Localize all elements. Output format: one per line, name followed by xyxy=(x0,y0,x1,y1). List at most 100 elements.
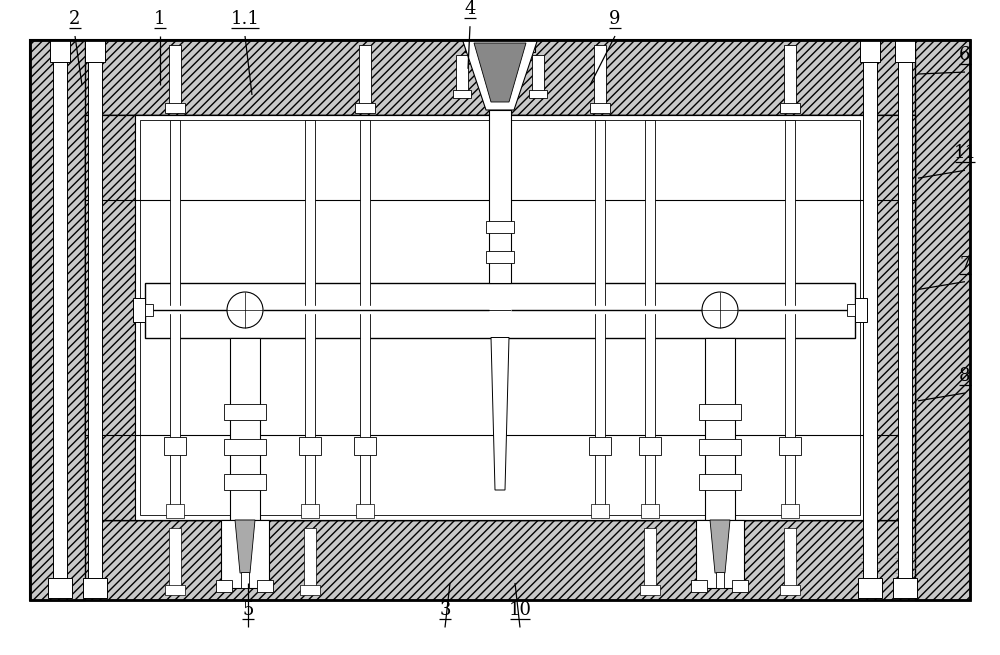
Bar xyxy=(169,45,181,110)
Bar xyxy=(699,439,741,455)
Bar xyxy=(230,337,260,520)
Text: 1.1: 1.1 xyxy=(231,10,259,28)
Bar xyxy=(645,120,655,515)
Polygon shape xyxy=(235,520,255,573)
Bar xyxy=(640,585,660,595)
Bar xyxy=(145,282,855,337)
Bar xyxy=(784,45,796,110)
Bar xyxy=(224,439,266,455)
Bar xyxy=(305,120,315,515)
Polygon shape xyxy=(462,40,538,110)
Bar xyxy=(453,90,471,98)
Bar xyxy=(30,40,85,600)
Bar xyxy=(304,528,316,592)
Bar xyxy=(696,520,744,588)
Bar xyxy=(83,578,107,598)
Bar xyxy=(691,580,707,592)
Bar xyxy=(354,437,376,455)
Bar xyxy=(216,580,232,592)
Bar xyxy=(241,572,249,588)
Bar xyxy=(898,45,912,595)
Bar xyxy=(299,437,321,455)
Bar xyxy=(641,504,659,518)
Bar xyxy=(895,40,915,62)
Bar xyxy=(53,45,67,595)
Bar xyxy=(489,110,511,282)
Bar xyxy=(166,504,184,518)
Bar xyxy=(699,474,741,490)
Bar xyxy=(257,580,273,592)
Text: 9: 9 xyxy=(609,10,621,28)
Polygon shape xyxy=(710,520,730,573)
Text: 5: 5 xyxy=(242,601,254,620)
Bar xyxy=(893,578,917,598)
Text: 4: 4 xyxy=(464,0,476,18)
Bar xyxy=(30,40,970,600)
Bar xyxy=(486,250,514,263)
Bar xyxy=(30,40,970,115)
Bar xyxy=(145,304,153,316)
Text: 1: 1 xyxy=(154,10,166,28)
Bar xyxy=(589,437,611,455)
Bar xyxy=(915,40,970,600)
Bar xyxy=(360,120,370,515)
Polygon shape xyxy=(474,43,526,102)
Bar xyxy=(170,120,180,515)
Bar xyxy=(860,40,880,62)
Bar xyxy=(135,115,865,520)
Text: 10: 10 xyxy=(509,601,532,620)
Bar xyxy=(847,304,855,316)
Bar xyxy=(133,298,145,322)
Bar xyxy=(781,504,799,518)
Bar xyxy=(165,585,185,595)
Bar xyxy=(716,572,724,588)
Circle shape xyxy=(227,292,263,328)
Text: 3: 3 xyxy=(439,601,451,620)
Bar xyxy=(595,120,605,515)
Bar xyxy=(169,528,181,592)
Bar xyxy=(465,40,535,52)
Bar xyxy=(699,404,741,420)
Bar xyxy=(486,221,514,233)
Bar xyxy=(140,120,860,515)
Bar xyxy=(639,437,661,455)
Bar xyxy=(48,578,72,598)
Polygon shape xyxy=(491,337,509,490)
Text: 2: 2 xyxy=(69,10,81,28)
Bar xyxy=(356,504,374,518)
Bar xyxy=(784,528,796,592)
Bar xyxy=(590,103,610,113)
Text: 7: 7 xyxy=(959,255,971,274)
Bar xyxy=(705,337,735,520)
Bar xyxy=(779,437,801,455)
Circle shape xyxy=(702,292,738,328)
Bar xyxy=(85,40,105,62)
Bar xyxy=(855,298,867,322)
Bar xyxy=(591,504,609,518)
Bar xyxy=(165,103,185,113)
Text: 8: 8 xyxy=(959,367,971,385)
Bar xyxy=(300,585,320,595)
Bar xyxy=(785,120,795,515)
Bar xyxy=(301,504,319,518)
Bar xyxy=(359,45,371,110)
Bar xyxy=(780,103,800,113)
Bar xyxy=(221,520,269,588)
Bar xyxy=(164,437,186,455)
Bar xyxy=(780,585,800,595)
Bar xyxy=(355,103,375,113)
Text: 11: 11 xyxy=(954,144,976,162)
Bar xyxy=(594,45,606,110)
Bar xyxy=(30,40,970,600)
Bar xyxy=(529,90,547,98)
Bar xyxy=(85,115,915,520)
Text: 6: 6 xyxy=(959,46,971,64)
Bar xyxy=(224,474,266,490)
Bar xyxy=(30,520,970,600)
Bar xyxy=(732,580,748,592)
Bar xyxy=(532,55,544,95)
Bar xyxy=(858,578,882,598)
Bar xyxy=(85,115,135,520)
Bar xyxy=(865,115,915,520)
Bar xyxy=(224,404,266,420)
